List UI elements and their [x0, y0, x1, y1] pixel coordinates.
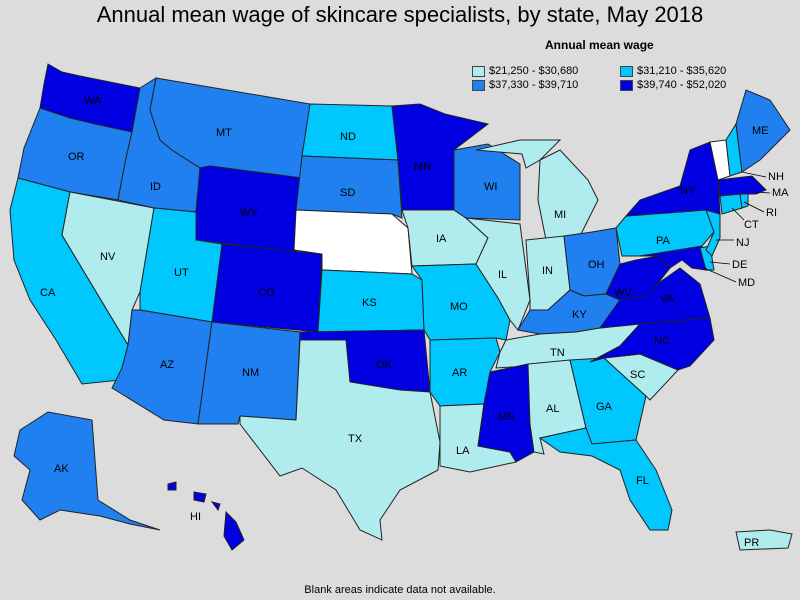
legend-item-1: $21,250 - $30,680: [472, 65, 578, 77]
state-nc: [589, 317, 715, 371]
state-label-wi: WI: [484, 181, 497, 193]
state-label-wa: WA: [84, 95, 102, 107]
state-label-ut: UT: [174, 267, 189, 279]
state-label-ak: AK: [54, 463, 69, 475]
legend-label: $31,210 - $35,620: [637, 65, 727, 77]
footer-note: Blank areas indicate data not available.: [304, 584, 496, 596]
legend-swatch: [472, 65, 485, 77]
state-ak: [13, 411, 161, 531]
state-label-de: DE: [732, 259, 747, 271]
state-label-fl: FL: [636, 475, 649, 487]
state-label-pr: PR: [744, 537, 759, 549]
state-label-ar: AR: [452, 367, 467, 379]
state-label-sd: SD: [340, 187, 355, 199]
state-label-mn: MN: [414, 161, 431, 173]
state-label-me: ME: [752, 125, 769, 137]
state-ma: [717, 175, 767, 197]
state-label-wy: WY: [240, 207, 258, 219]
state-mi: [475, 139, 599, 241]
state-label-nj: NJ: [736, 237, 749, 249]
state-label-mo: MO: [450, 301, 468, 313]
state-label-mi: MI: [554, 209, 566, 221]
state-label-nm: NM: [242, 367, 259, 379]
state-sd: [295, 155, 403, 219]
state-pr: [735, 529, 793, 551]
state-label-id: ID: [150, 181, 161, 193]
state-label-ma: MA: [772, 187, 789, 199]
state-label-in: IN: [542, 265, 553, 277]
state-il: [464, 217, 531, 331]
state-label-oh: OH: [588, 259, 605, 271]
legend-title: Annual mean wage: [545, 38, 654, 52]
state-ny: [624, 141, 721, 217]
state-label-mt: MT: [216, 127, 232, 139]
state-label-ny: NY: [680, 185, 696, 197]
legend-swatch: [472, 79, 485, 91]
state-label-ky: KY: [572, 309, 587, 321]
state-label-az: AZ: [160, 359, 174, 371]
state-label-ok: OK: [376, 359, 393, 371]
state-label-wv: WV: [614, 287, 632, 299]
state-label-ia: IA: [436, 233, 447, 245]
state-label-il: IL: [498, 269, 507, 281]
state-label-al: AL: [546, 403, 559, 415]
legend-label: $39,740 - $52,020: [637, 79, 727, 91]
state-label-nh: NH: [768, 171, 784, 183]
state-label-nc: NC: [654, 335, 670, 347]
state-hi: [167, 481, 245, 551]
state-label-md: MD: [738, 277, 755, 289]
state-label-sc: SC: [630, 369, 645, 381]
legend-label: $37,330 - $39,710: [489, 79, 579, 91]
state-label-la: LA: [456, 445, 470, 457]
state-label-tx: TX: [348, 433, 363, 445]
state-label-co: CO: [258, 287, 275, 299]
state-label-ca: CA: [40, 287, 56, 299]
state-ct: [719, 193, 743, 215]
state-label-ct: CT: [744, 219, 759, 231]
legend-item-4: $39,740 - $52,020: [620, 79, 726, 91]
state-label-va: VA: [660, 293, 675, 305]
state-fl: [538, 427, 673, 531]
legend-item-2: $31,210 - $35,620: [620, 65, 726, 77]
state-label-or: OR: [68, 151, 85, 163]
state-label-nd: ND: [340, 131, 356, 143]
legend-label: $21,250 - $30,680: [489, 65, 579, 77]
state-label-ga: GA: [596, 401, 613, 413]
state-label-ks: KS: [362, 297, 377, 309]
map-title: Annual mean wage of skincare specialists…: [96, 2, 704, 27]
legend-swatch: [620, 79, 633, 91]
state-wi: [453, 143, 521, 221]
state-label-hi: HI: [190, 511, 201, 523]
legend-swatch: [620, 65, 633, 77]
legend-item-3: $37,330 - $39,710: [472, 79, 578, 91]
state-label-nv: NV: [100, 251, 116, 263]
state-ri: [739, 193, 749, 209]
state-label-tn: TN: [550, 347, 565, 359]
state-label-pa: PA: [656, 235, 671, 247]
state-label-ri: RI: [766, 207, 777, 219]
state-label-ms: MS: [498, 411, 515, 423]
leader-lines: [703, 171, 771, 283]
state-tx: [239, 339, 441, 541]
